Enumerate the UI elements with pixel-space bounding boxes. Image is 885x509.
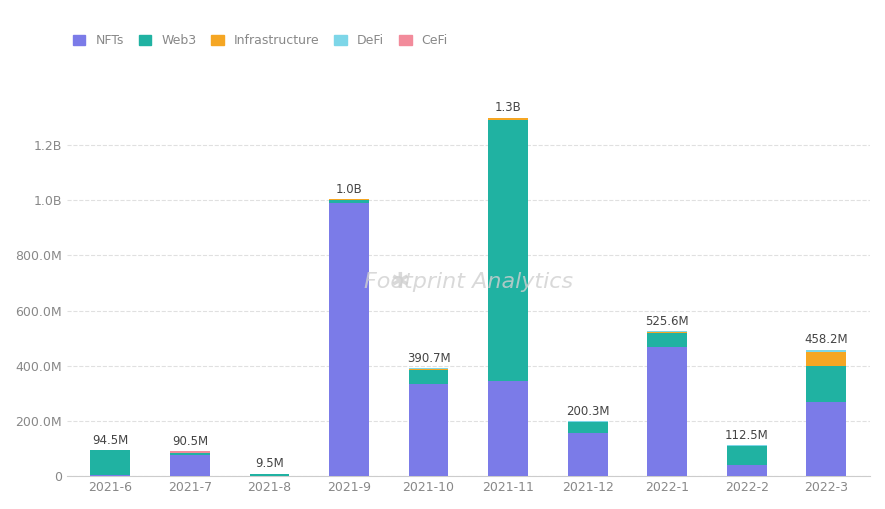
Bar	[90, 450, 130, 475]
Bar	[647, 331, 687, 332]
Bar	[170, 451, 210, 453]
Bar	[806, 350, 846, 352]
Bar	[489, 381, 528, 476]
Bar	[409, 370, 449, 384]
Text: 525.6M: 525.6M	[645, 315, 689, 328]
Bar	[489, 118, 528, 120]
Bar	[170, 453, 210, 455]
Text: 9.5M: 9.5M	[255, 457, 284, 470]
Bar	[329, 200, 369, 203]
Bar	[250, 473, 289, 476]
Text: ✱: ✱	[390, 272, 410, 292]
Bar	[647, 347, 687, 476]
Bar	[568, 433, 607, 476]
Text: 390.7M: 390.7M	[407, 352, 450, 365]
Bar	[727, 445, 766, 446]
Text: 1.3B: 1.3B	[495, 101, 521, 114]
Bar	[409, 369, 449, 370]
Text: 112.5M: 112.5M	[725, 429, 768, 442]
Bar	[806, 366, 846, 402]
Text: 90.5M: 90.5M	[172, 435, 208, 448]
Bar	[727, 446, 766, 465]
Bar	[727, 465, 766, 476]
Bar	[647, 332, 687, 333]
Text: 94.5M: 94.5M	[92, 434, 128, 447]
Bar	[568, 422, 607, 433]
Bar	[806, 352, 846, 366]
Text: Footprint Analytics: Footprint Analytics	[364, 272, 573, 292]
Text: 458.2M: 458.2M	[804, 333, 848, 347]
Bar	[329, 203, 369, 476]
Bar	[489, 120, 528, 381]
Bar	[90, 475, 130, 476]
Text: 1.0B: 1.0B	[335, 183, 362, 196]
Bar	[409, 384, 449, 476]
Text: 200.3M: 200.3M	[566, 405, 610, 417]
Legend: NFTs, Web3, Infrastructure, DeFi, CeFi: NFTs, Web3, Infrastructure, DeFi, CeFi	[73, 35, 448, 47]
Bar	[806, 402, 846, 476]
Bar	[647, 333, 687, 347]
Bar	[170, 455, 210, 476]
Bar	[568, 421, 607, 422]
